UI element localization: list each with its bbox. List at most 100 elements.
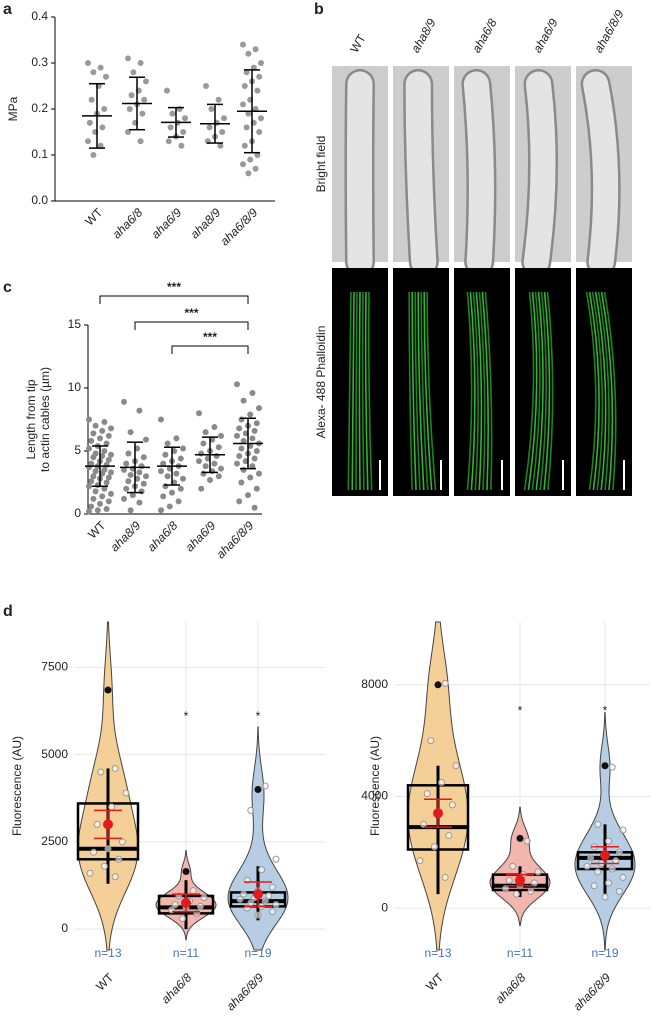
data-point (608, 763, 616, 771)
actin-cable (603, 291, 617, 491)
column-label: WT (347, 31, 369, 55)
column-label: aha8/9 (408, 16, 439, 55)
data-point (256, 470, 262, 477)
data-point (178, 142, 185, 149)
data-point (247, 806, 255, 814)
actin-cable (347, 291, 352, 491)
y-axis-label: MPa (6, 96, 20, 121)
data-point (137, 60, 144, 66)
significance-label: *** (203, 330, 217, 344)
data-point (173, 470, 180, 477)
data-point (261, 897, 269, 905)
data-point (218, 465, 224, 472)
n-label: n=13 (424, 946, 451, 960)
data-point (85, 138, 91, 145)
y-tick-label: 0 (74, 506, 81, 520)
data-point (502, 885, 510, 893)
actin-cable (597, 291, 610, 491)
data-point (243, 69, 250, 76)
data-point (92, 468, 99, 475)
data-point (245, 170, 252, 177)
data-point (177, 455, 184, 462)
data-point (240, 161, 246, 168)
data-point (250, 64, 257, 71)
panel-label: d (3, 603, 13, 620)
data-point (258, 866, 266, 874)
data-point (85, 60, 91, 66)
x-tick-label: aha8/9 (108, 518, 144, 554)
significance-star: * (184, 709, 189, 723)
tube (583, 71, 619, 275)
tube (405, 71, 437, 275)
data-point (198, 450, 205, 457)
data-point (268, 908, 276, 916)
actin-cable (469, 291, 476, 491)
data-point (200, 440, 207, 447)
actin-cable (588, 291, 600, 491)
data-point (215, 473, 222, 480)
x-tick-label: WT (82, 205, 106, 229)
actin-cable (420, 291, 429, 491)
data-point (177, 485, 184, 492)
data-point (103, 505, 110, 512)
outlier (601, 762, 609, 770)
actin-cable (414, 291, 421, 491)
data-point (243, 124, 250, 131)
data-point (86, 119, 93, 126)
data-point (252, 165, 259, 172)
data-point (445, 832, 453, 840)
data-point (175, 498, 182, 505)
tube (346, 71, 373, 275)
column-label: aha6/9 (530, 16, 561, 55)
data-point (527, 887, 535, 895)
data-point (254, 911, 262, 919)
data-point (127, 429, 134, 436)
data-point (189, 887, 197, 895)
data-point (594, 868, 602, 876)
data-point (256, 73, 263, 80)
data-point (105, 474, 112, 481)
data-point (103, 440, 110, 447)
data-point (238, 479, 245, 486)
data-point (92, 488, 99, 495)
data-point (234, 381, 240, 388)
data-point (587, 854, 595, 862)
data-point (101, 419, 108, 426)
data-point (158, 468, 164, 475)
tube (523, 71, 556, 275)
data-point (169, 489, 175, 496)
data-point (221, 115, 227, 122)
data-point (158, 507, 164, 514)
data-point (509, 862, 517, 870)
significance-bracket (99, 295, 249, 304)
actin-cable (543, 291, 551, 491)
data-point (136, 469, 143, 476)
actin-cable (417, 291, 425, 491)
data-point (608, 865, 616, 873)
x-tick-label: aha6/8/9 (213, 518, 256, 561)
data-point (206, 124, 213, 131)
data-point (90, 495, 97, 502)
data-point (240, 397, 247, 404)
data-point (126, 106, 133, 112)
y-tick-label: 0 (61, 921, 68, 935)
data-point (99, 493, 106, 500)
data-point (129, 492, 136, 499)
data-point (90, 848, 98, 856)
data-point (215, 96, 222, 103)
data-point (138, 463, 145, 470)
n-label: n=19 (244, 946, 271, 960)
data-point (245, 110, 252, 117)
panel-label: c (3, 279, 12, 296)
data-point (247, 156, 254, 163)
data-point (90, 152, 97, 158)
data-point (136, 499, 143, 506)
x-tick-label: aha6/8/9 (217, 205, 260, 248)
data-point (420, 820, 428, 828)
mean-point (181, 897, 191, 908)
y-tick-label: 2500 (41, 834, 68, 848)
outlier (254, 785, 262, 793)
y-tick-label: 4000 (361, 789, 388, 803)
data-point (430, 843, 438, 851)
actin-cable (539, 291, 548, 491)
